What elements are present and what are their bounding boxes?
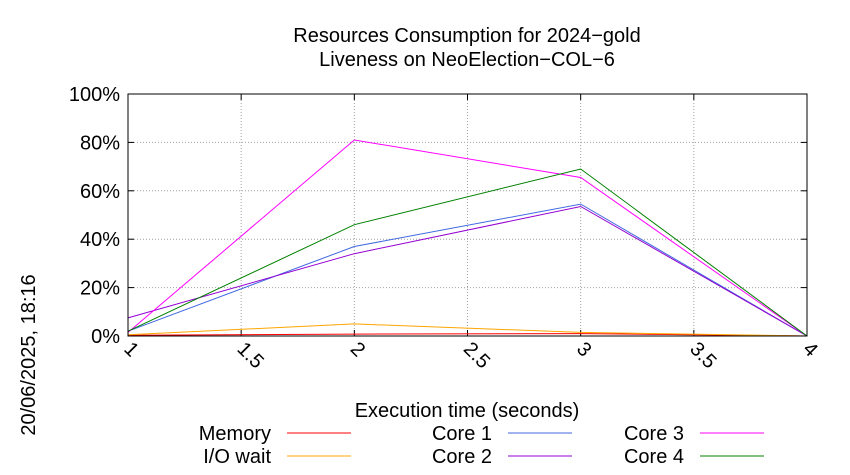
chart-title-line-1: Resources Consumption for 2024−gold xyxy=(293,25,640,47)
series-line-i-o-wait xyxy=(127,323,808,337)
y-tick-label: 0% xyxy=(91,326,120,348)
series-line-memory xyxy=(127,333,808,337)
legend-label-core-2: Core 2 xyxy=(432,446,492,468)
chart-title-line-2: Liveness on NeoElection−COL−6 xyxy=(319,49,615,71)
x-tick-label: 1 xyxy=(119,338,142,361)
legend-label-core-4: Core 4 xyxy=(624,446,684,468)
x-axis-ticks: 1 1.5 2 2.5 3 3.5 4 xyxy=(119,94,822,373)
y-tick-label: 100% xyxy=(69,84,120,106)
x-tick-label: 3.5 xyxy=(685,338,720,373)
y-axis-ticks: 0% 20% 40% 60% 80% 100% xyxy=(69,84,807,348)
x-tick-label: 1.5 xyxy=(233,338,268,373)
series-line-core-2 xyxy=(127,205,808,337)
grid xyxy=(128,94,807,336)
x-tick-label: 2.5 xyxy=(459,338,494,373)
series-line-core-1 xyxy=(127,203,808,337)
y-tick-label: 80% xyxy=(80,132,120,154)
plot-frame xyxy=(127,93,808,337)
legend-label-memory: Memory xyxy=(199,423,271,445)
x-tick-label: 3 xyxy=(572,338,595,361)
x-tick-label: 2 xyxy=(346,338,369,361)
series-line-core-4 xyxy=(127,168,808,337)
y-tick-label: 60% xyxy=(80,181,120,203)
legend-label-core-3: Core 3 xyxy=(624,423,684,445)
y-tick-label: 20% xyxy=(80,278,120,300)
legend-label-i-o-wait: I/O wait xyxy=(203,446,271,468)
y-tick-label: 40% xyxy=(80,229,120,251)
series-line-core-3 xyxy=(127,139,808,337)
x-tick-label: 4 xyxy=(798,338,821,361)
x-axis-label: Execution time (seconds) xyxy=(355,400,580,422)
series-lines xyxy=(127,139,808,337)
legend-label-core-1: Core 1 xyxy=(432,423,492,445)
timestamp-label: 20/06/2025, 18:16 xyxy=(18,274,40,435)
